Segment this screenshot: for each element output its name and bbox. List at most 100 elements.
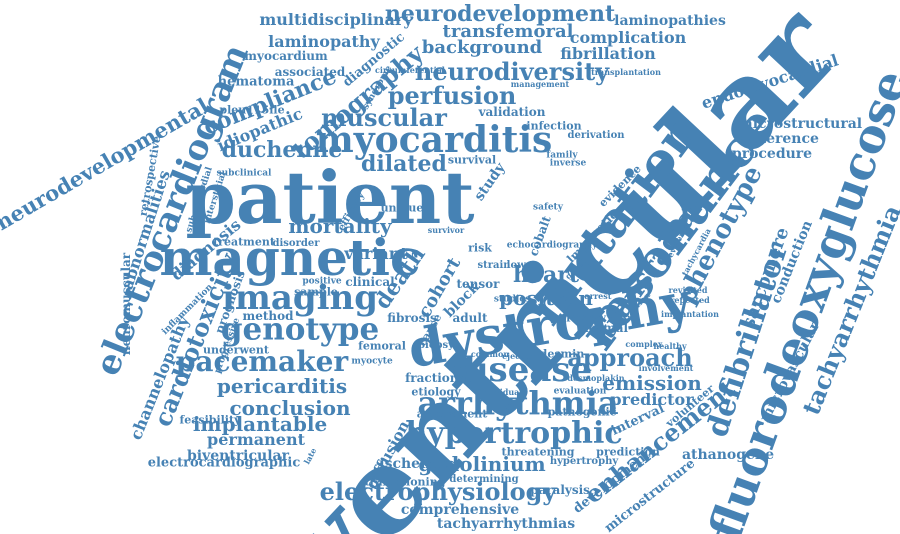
- cloud-word: pleu115ile: [219, 103, 285, 117]
- cloud-word: fibrillation: [560, 44, 656, 63]
- cloud-word: myocardium: [244, 49, 328, 63]
- cloud-word: mortality: [288, 214, 392, 238]
- cloud-word: dilated: [361, 151, 447, 177]
- cloud-word: common: [470, 349, 510, 359]
- cloud-word: neurodevelopment: [384, 1, 616, 27]
- cloud-word: biopsy: [418, 340, 454, 351]
- cloud-word: assessment: [416, 407, 488, 421]
- cloud-word: adult: [452, 311, 488, 325]
- cloud-word: strain: [477, 260, 511, 271]
- cloud-word: multidisciplinary: [259, 10, 413, 29]
- cloud-word: individual: [477, 387, 523, 397]
- cloud-word: inverse: [549, 158, 587, 169]
- cloud-word: positive: [302, 276, 342, 287]
- cloud-word: genotype: [220, 311, 380, 348]
- cloud-word: tensor: [456, 277, 500, 291]
- cloud-word: pericarditis: [216, 374, 348, 398]
- cloud-word: repeated: [670, 295, 710, 305]
- cloud-word: disorder: [272, 238, 320, 249]
- cloud-word: implantation: [661, 309, 719, 319]
- cloud-word: adherence: [737, 131, 819, 147]
- cloud-word: emission: [602, 371, 702, 395]
- cloud-word: prediction: [596, 445, 660, 459]
- cloud-word: microstructural: [737, 116, 863, 132]
- cloud-word: positron: [499, 286, 593, 310]
- cloud-word: disease: [451, 350, 593, 390]
- cloud-word: pathogenic: [547, 405, 617, 419]
- cloud-word: normal: [579, 321, 629, 335]
- cloud-word: background: [421, 37, 543, 58]
- cloud-word: evaluation: [553, 386, 607, 397]
- cloud-word: fibrosis: [387, 311, 437, 325]
- cloud-word: echocardiography: [506, 240, 598, 251]
- cloud-word: neurodiversity: [414, 57, 610, 86]
- cloud-word: comprehensive: [400, 502, 520, 518]
- cloud-word: threatening: [501, 445, 575, 459]
- cloud-word: complex: [625, 339, 663, 349]
- cloud-word: ejection: [502, 351, 538, 361]
- cloud-word: hypertrophy: [549, 456, 619, 467]
- cloud-word: underwent: [202, 343, 270, 357]
- cloud-word: patient: [185, 155, 475, 240]
- cloud-word: implantable: [192, 412, 328, 436]
- cloud-word: transfemoral: [442, 21, 574, 42]
- cloud-word: heart: [513, 262, 579, 288]
- cloud-word: sample: [294, 285, 338, 299]
- cloud-word: permanent: [207, 430, 305, 449]
- cloud-word: survivor: [427, 225, 465, 235]
- cloud-word: desmoplakin: [567, 373, 625, 383]
- cloud-word: athanogene: [681, 447, 775, 463]
- cloud-word: determining: [449, 474, 519, 485]
- cloud-word: involvement: [638, 363, 694, 373]
- cloud-word: neuromuscular: [119, 252, 133, 356]
- cloud-word: etiology: [411, 385, 461, 399]
- cloud-word: electrocardiographic: [147, 455, 301, 471]
- cloud-word: feasibility: [179, 413, 241, 427]
- cloud-word: derivation: [567, 130, 625, 141]
- cloud-word: duchenne: [221, 137, 343, 163]
- cloud-word: paralysis: [530, 483, 590, 497]
- cloud-word: infection: [526, 119, 582, 133]
- cloud-word: perfusion: [387, 81, 517, 110]
- cloud-word: ischemic: [379, 456, 449, 472]
- cloud-word: study: [471, 160, 509, 204]
- cloud-word: variant: [344, 244, 408, 263]
- cloud-word: revisited: [668, 285, 708, 295]
- cloud-word: laminopathy: [268, 32, 380, 51]
- cloud-word: clinical: [345, 275, 395, 289]
- cloud-word: imaging: [221, 278, 379, 318]
- cloud-word: hypertrophic: [405, 416, 623, 451]
- cloud-word: procedure: [731, 146, 813, 162]
- cloud-word: approach: [567, 343, 693, 372]
- cloud-word: family: [546, 150, 578, 161]
- cloud-word: conclusion: [229, 396, 351, 420]
- cloud-word: subclinical: [216, 168, 272, 179]
- cloud-word: magnetic: [159, 228, 421, 287]
- cloud-word: circumferential: [375, 65, 445, 75]
- cloud-word: safety: [533, 202, 563, 213]
- cloud-word: survival: [447, 153, 497, 167]
- cloud-word: hematoma: [217, 74, 295, 90]
- cloud-word: tachyarrhythmias: [436, 516, 576, 532]
- cloud-word: gadolinium: [418, 452, 546, 476]
- cloud-word: unique: [380, 201, 424, 215]
- cloud-word: review: [566, 311, 606, 325]
- cloud-word: myocyte: [351, 356, 393, 367]
- cloud-word: predictor: [610, 390, 694, 409]
- cloud-word: complication: [569, 28, 687, 47]
- cloud-word: myocarditis: [315, 119, 553, 161]
- cloud-word: treatment: [213, 235, 275, 249]
- cloud-word: arrest: [584, 291, 612, 301]
- cloud-word: femoral: [358, 339, 406, 353]
- cloud-word: method: [242, 309, 294, 323]
- cloud-word: electrophysiology: [319, 477, 557, 506]
- cloud-word: validation: [478, 105, 546, 119]
- cloud-word: studies: [493, 294, 531, 305]
- cloud-word: laminopathies: [614, 13, 726, 29]
- cloud-word: risk: [468, 241, 492, 255]
- cloud-word: desmin: [539, 347, 585, 361]
- cloud-word: transplantation: [591, 67, 661, 77]
- cloud-word: associated: [274, 65, 346, 79]
- cloud-word: lower: [506, 260, 538, 271]
